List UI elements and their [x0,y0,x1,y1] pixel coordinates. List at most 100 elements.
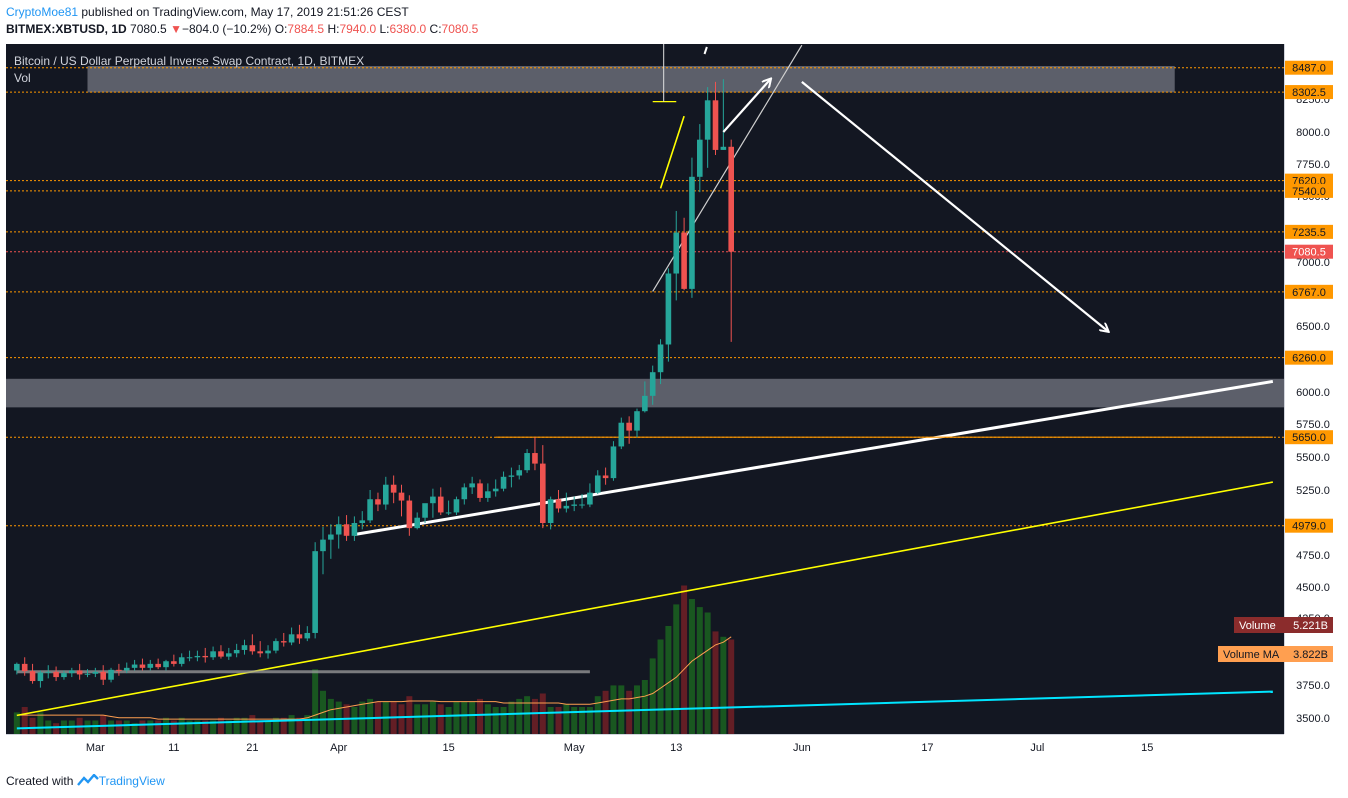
candle-body [477,483,483,498]
y-tick-label: 4750.0 [1296,550,1330,562]
candle-body [587,492,593,505]
price-level-label: 6767.0 [1292,287,1326,299]
chart-area[interactable]: Bitcoin / US Dollar Perpetual Inverse Sw… [6,44,1342,766]
x-tick-label: Jul [1030,742,1044,754]
candle [226,647,232,660]
candle-body [414,517,420,529]
candle-body [76,670,83,675]
volume-bar [547,707,554,734]
candle-body [241,645,248,650]
volume-bar [477,698,483,734]
candle-body [210,651,216,658]
candle [720,79,727,150]
candle-body [406,500,413,529]
candle [108,667,114,683]
candle-body [720,146,727,150]
candle-body [359,520,366,523]
volume-bar [100,715,107,734]
y-tick-label: 5750.0 [1296,419,1330,431]
candle-body [45,671,52,673]
volume-bar [641,680,648,734]
price-level-label-bg [1285,224,1333,239]
price-chart[interactable]: Bitcoin / US Dollar Perpetual Inverse Sw… [6,44,1342,766]
pen-mark [703,46,708,55]
candle-body [728,146,734,252]
candle [398,484,405,517]
candle [461,483,468,505]
volume-bar [484,704,491,734]
candle [587,483,593,508]
price-level-label: 4979.0 [1292,521,1326,533]
candle-body [108,669,114,680]
volume-bar [508,701,515,734]
candle-body [516,470,523,476]
chart-title: Bitcoin / US Dollar Perpetual Inverse Sw… [14,54,364,68]
candle-body [288,634,295,643]
candle-body [469,483,475,488]
price-level-label-bg [1285,350,1333,365]
candle-body [131,664,138,668]
candle [178,653,185,667]
indicator-value: 5.221B [1293,620,1328,632]
indicator-label-bg [1218,646,1333,662]
candle-body [649,372,656,396]
volume-bar [728,639,735,734]
tradingview-brand-link[interactable]: TradingView [98,774,165,788]
candle-body [437,496,444,513]
volume-bar [500,707,507,734]
volume-bar [21,707,28,734]
price-level-label: 8487.0 [1292,63,1326,75]
volume-bar [170,720,177,734]
x-tick-label: Jun [793,742,811,754]
candle-body [673,232,680,274]
candle [524,449,530,473]
author-link[interactable]: CryptoMoe81 [6,5,79,19]
volume-bar [665,626,672,734]
candle [265,645,271,659]
candle-body [61,673,67,678]
candle-body [257,651,263,654]
candle-body [343,524,350,536]
volume-bar [155,720,162,734]
candle [610,441,617,481]
candle-body [508,475,515,477]
candle-body [375,499,381,505]
volume-bar [720,636,727,734]
volume-bar [649,658,656,734]
volume-bar [115,720,122,734]
indicator-label-bg [1234,617,1333,633]
candle-body [304,632,311,639]
candle-body [697,139,703,177]
candle [508,467,515,488]
volume-bar [594,696,601,734]
candle-body [594,475,601,493]
volume-bar [186,720,193,734]
candle-body [249,645,256,652]
x-tick-label: 11 [168,742,179,754]
candle [343,515,350,541]
volume-bar [29,717,36,734]
candle-body [37,672,44,682]
candle-body [657,344,664,373]
candle-body [398,492,405,501]
volume-bar [257,720,264,734]
candle [445,500,452,516]
candle-body [351,523,358,536]
candle [351,516,358,541]
candle [273,638,279,654]
candle [649,365,656,405]
candle [390,475,397,504]
candle [634,408,640,438]
created-with-text: Created with [6,774,74,788]
volume-bar [304,715,311,734]
candle-body [147,663,154,668]
volume-bar [265,720,272,734]
candle [469,476,475,494]
chart-subtitle: Vol [14,71,31,85]
candle [29,663,36,684]
volume-bar [681,585,688,734]
candle-body [532,453,538,464]
candle [76,663,83,680]
candle [642,381,648,413]
price-level-label: 7540.0 [1292,186,1326,198]
